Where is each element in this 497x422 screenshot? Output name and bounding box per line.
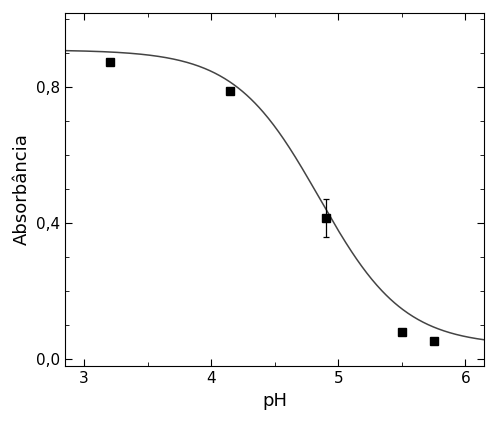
Y-axis label: Absorbância: Absorbância (12, 133, 30, 245)
X-axis label: pH: pH (262, 392, 287, 409)
